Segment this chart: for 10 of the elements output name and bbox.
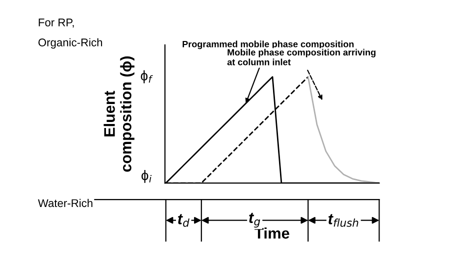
text: t$_{d}$ [178, 214, 190, 227]
text: Water-Rich [38, 198, 92, 208]
text: For RP, Organic-Rich [38, 18, 102, 49]
text: t$_{flush}$ [328, 214, 358, 227]
text: Mobile phase composition arriving at column inlet [227, 48, 376, 66]
text: t$_{g}$ [249, 212, 260, 228]
text: ϕ$_{f}$ [140, 70, 153, 84]
y-axis-title: Eluent composition (ϕ) [104, 56, 134, 172]
text: Programmed mobile phase composition [182, 40, 354, 50]
text: ϕ$_{i}$ [142, 170, 152, 183]
